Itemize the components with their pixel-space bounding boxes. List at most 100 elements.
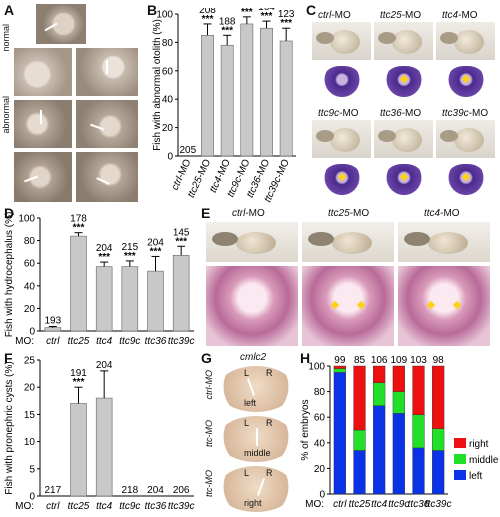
x-tick-label: ttc39c (168, 501, 195, 512)
significance-label: *** (98, 252, 110, 263)
right-marker: R (266, 468, 273, 478)
stacked-bar-segment-left (353, 450, 366, 495)
significance-label: *** (261, 11, 273, 22)
panel-label-h: H (300, 350, 311, 366)
row-label-normal: normal (1, 24, 11, 52)
mo-prefix: MO: (15, 501, 34, 512)
histology-section (374, 160, 433, 202)
stacked-bar-segment-left (373, 405, 386, 495)
x-tick-label: ttc39c (168, 336, 195, 347)
bar (121, 266, 139, 332)
bar (201, 34, 214, 157)
y-tick-label: 60 (162, 66, 174, 77)
embryo-photo (206, 222, 298, 262)
x-tick-label: ttc9c (388, 499, 409, 510)
significance-label: *** (124, 251, 136, 262)
legend-swatch-left (454, 470, 466, 480)
legend-label-right: right (469, 439, 489, 450)
y-tick-label: 80 (24, 236, 36, 247)
bar (70, 403, 87, 497)
bar (172, 254, 190, 332)
stacked-bar-segment-right (412, 365, 425, 415)
legend-swatch-middle (454, 454, 466, 464)
x-tick-label: ttc39c (425, 499, 452, 510)
y-tick-label: 15 (24, 410, 36, 421)
significance-label: *** (73, 223, 85, 234)
x-tick-label: ttc36 (145, 336, 167, 347)
y-tick-label: 0 (167, 152, 173, 163)
count-label: 98 (433, 355, 445, 366)
looping-position-label: middle (244, 448, 271, 458)
histology-section (302, 266, 394, 346)
stacked-bar-segment-middle (333, 368, 346, 373)
significance-label: *** (280, 18, 292, 29)
count-label: 217 (44, 485, 61, 496)
y-axis-label: Fish with abnormal otolith (%) (152, 19, 163, 151)
mo-prefix: MO: (15, 336, 34, 347)
y-tick-label: 0 (319, 490, 325, 501)
x-tick-label: ttc25 (349, 499, 371, 510)
histology-section (374, 62, 433, 104)
row-label-abnormal: abnormal (1, 96, 11, 134)
panel-c-caption: ttc36-MO (380, 108, 422, 119)
otolith-arrow (44, 22, 58, 32)
legend-swatch-right (454, 438, 466, 448)
stacked-bar-segment-middle (412, 414, 425, 449)
embryo-photo (374, 22, 433, 60)
panel-label-a: A (4, 2, 15, 18)
panel-label-c: C (306, 2, 317, 18)
bar (240, 23, 254, 157)
panel-e-photos: ctrl-MO ttc25-MO ttc4-MO (206, 208, 498, 350)
panel-e-caption: ttc25-MO (328, 208, 370, 219)
bar (279, 40, 293, 157)
panel-e-caption: ctrl-MO (232, 208, 265, 219)
count-label: 208 (199, 8, 216, 16)
significance-label: *** (221, 25, 233, 36)
stacked-bar-segment-middle (392, 391, 405, 414)
panel-label-f: F (4, 350, 13, 366)
otolith-photo-abnormal-5 (14, 152, 72, 202)
y-axis-label: Fish with pronephric cysts (%) (4, 361, 15, 494)
morphant-label: ttc-MO (204, 470, 214, 497)
stacked-bar-segment-right (373, 365, 386, 383)
y-tick-label: 20 (314, 464, 326, 475)
right-marker: R (266, 418, 273, 428)
x-tick-label: ttc4 (371, 499, 388, 510)
heart-tube (256, 428, 258, 446)
y-tick-label: 100 (18, 214, 35, 225)
count-label: 206 (173, 485, 190, 496)
count-label: 205 (179, 145, 196, 156)
x-tick-label: ttc36 (408, 499, 430, 510)
y-tick-label: 25 (24, 356, 36, 367)
stacked-bar-segment-right (333, 365, 346, 369)
morphant-label: ttc-MO (204, 420, 214, 447)
x-tick-label: ttc9c (119, 336, 140, 347)
y-tick-label: 100 (156, 10, 173, 21)
y-tick-label: 40 (24, 281, 36, 292)
histology-section (312, 160, 371, 202)
y-tick-label: 20 (24, 304, 36, 315)
x-tick-label: ttc25 (68, 501, 90, 512)
y-tick-label: 100 (308, 362, 325, 373)
significance-label: *** (175, 236, 187, 247)
right-marker: R (266, 368, 273, 378)
mo-prefix: MO: (305, 499, 324, 510)
count-label: 164 (258, 8, 275, 13)
count-label: 218 (121, 485, 138, 496)
otolith-arrow (96, 177, 110, 185)
chart-h-heart-looping: 0 20 40 60 80 100 % of embryos 99 ctrl 85 ttc25 106… (300, 355, 499, 510)
panel-label-b: B (147, 2, 158, 18)
count-label: 148 (238, 8, 255, 9)
morphant-label: ctrl-MO (204, 370, 214, 400)
count-label: 191 (70, 368, 87, 379)
x-tick-label: ctrl (46, 336, 60, 347)
stacked-bar-segment-middle (353, 429, 366, 451)
stacked-bar-segment-left (392, 413, 405, 495)
count-label: 204 (96, 243, 113, 254)
y-tick-label: 5 (29, 464, 35, 475)
stacked-bar-segment-right (432, 365, 445, 429)
histology-section (398, 266, 490, 346)
histology-section (436, 160, 495, 202)
looping-position-label: left (244, 398, 257, 408)
embryo-photo (312, 22, 371, 60)
